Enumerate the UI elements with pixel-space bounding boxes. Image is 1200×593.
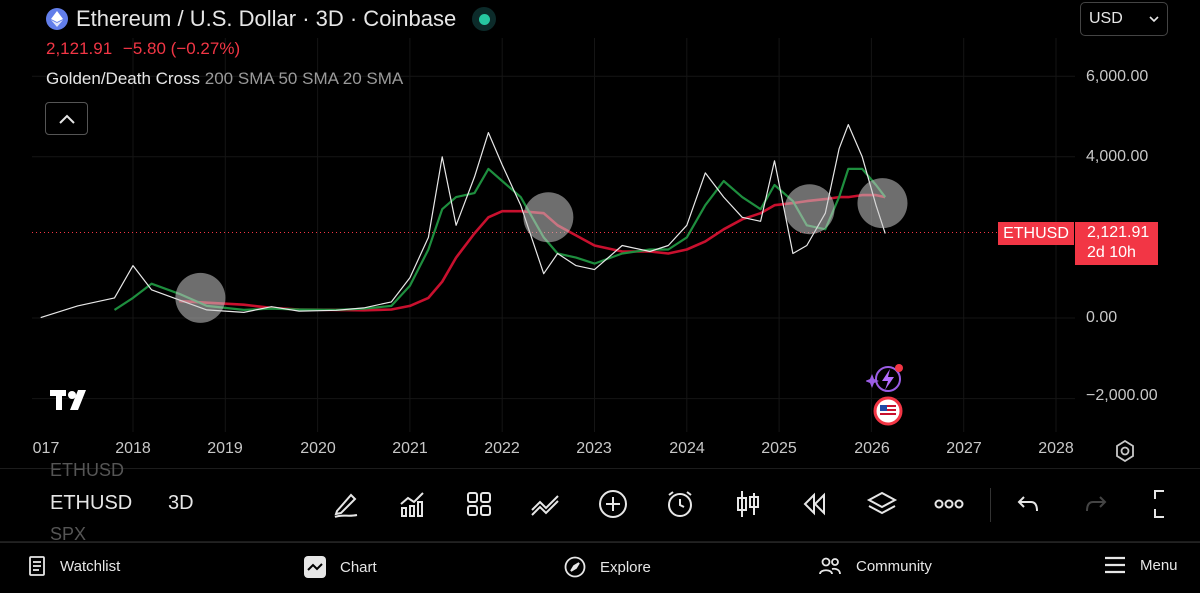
collapse-legend-button[interactable]	[45, 102, 88, 135]
toolbar-divider	[990, 488, 991, 522]
indicator-name: Golden/Death Cross	[46, 69, 201, 88]
alarm-clock-icon[interactable]	[662, 486, 698, 522]
price-change-line: 2,121.91 −5.80 (−0.27%)	[46, 39, 246, 59]
nav-community-label: Community	[856, 557, 932, 575]
nav-menu[interactable]: Menu	[1104, 556, 1178, 574]
ethereum-logo-icon	[46, 8, 68, 30]
add-plus-icon[interactable]	[595, 486, 631, 522]
x-axis-label: 2018	[115, 440, 151, 457]
chart-tab-icon	[304, 556, 326, 578]
nav-watchlist[interactable]: Watchlist	[28, 556, 120, 576]
chevron-down-icon	[1149, 16, 1159, 23]
undo-icon[interactable]	[1010, 486, 1046, 522]
nav-explore-label: Explore	[600, 558, 651, 576]
chevron-up-icon	[58, 114, 75, 124]
x-axis-label: 2027	[946, 440, 982, 457]
ai-assistant-icon[interactable]	[865, 362, 906, 401]
ticker-label: ETHUSD	[998, 222, 1074, 245]
chart-title-text: Ethereum / U.S. Dollar · 3D · Coinbase	[76, 6, 457, 31]
trend-line-icon[interactable]	[528, 486, 564, 522]
compass-icon	[564, 556, 586, 578]
bar-countdown: 2d 10h	[1087, 244, 1136, 261]
market-open-status-icon	[472, 7, 497, 31]
x-axis-label: 2022	[484, 440, 520, 457]
pencil-draw-icon[interactable]	[328, 486, 364, 522]
indicators-icon[interactable]	[394, 486, 430, 522]
cross-highlight-marker[interactable]	[857, 178, 908, 229]
cross-highlight-marker[interactable]	[523, 192, 574, 243]
tradingview-logo-icon	[50, 388, 92, 417]
y-axis-label: 4,000.00	[1086, 148, 1149, 165]
x-axis-label: 2019	[207, 440, 243, 457]
indicator-params: 200 SMA 50 SMA 20 SMA	[204, 69, 404, 88]
currency-select[interactable]: USD	[1080, 2, 1168, 36]
fullscreen-icon[interactable]	[1146, 486, 1182, 522]
price-label: 2,121.91 2d 10h	[1075, 222, 1158, 265]
x-axis-label: 2020	[300, 440, 336, 457]
layouts-grid-icon[interactable]	[461, 486, 497, 522]
indicator-legend[interactable]: Golden/Death Cross 200 SMA 50 SMA 20 SMA	[46, 69, 403, 89]
community-people-icon	[819, 557, 841, 575]
x-axis-label: 2024	[669, 440, 705, 457]
x-axis-label: 2025	[761, 440, 797, 457]
timeframe-selector[interactable]: 3D	[168, 492, 194, 514]
layers-icon[interactable]	[864, 486, 900, 522]
price-line	[40, 124, 886, 319]
us-flag-icon[interactable]	[872, 396, 904, 431]
y-axis-label: 6,000.00	[1086, 68, 1149, 85]
symbol-selector[interactable]: ETHUSD	[50, 492, 133, 514]
nav-watchlist-label: Watchlist	[60, 557, 121, 575]
nav-community[interactable]: Community	[818, 556, 932, 576]
nav-explore[interactable]: Explore	[564, 556, 651, 578]
x-axis-label: 2023	[576, 440, 612, 457]
divider	[0, 468, 1200, 469]
more-options-icon[interactable]	[931, 486, 967, 522]
nav-chart-label: Chart	[340, 558, 377, 576]
replay-rewind-icon[interactable]	[797, 486, 833, 522]
y-axis-label: −2,000.00	[1086, 387, 1158, 404]
x-axis-label: 2028	[1038, 440, 1074, 457]
price-label-value: 2,121.91	[1087, 224, 1150, 241]
redo-icon[interactable]	[1078, 486, 1114, 522]
hamburger-menu-icon	[1105, 556, 1125, 574]
chart-settings-gear-icon[interactable]	[1114, 439, 1136, 467]
sma50-line	[113, 167, 887, 311]
candles-icon[interactable]	[730, 486, 766, 522]
x-axis-label: 2026	[854, 440, 890, 457]
x-axis-label: 2021	[392, 440, 428, 457]
currency-value: USD	[1089, 10, 1123, 27]
x-axis-label: 017	[32, 440, 60, 457]
bottom-navigation	[0, 542, 1200, 593]
chart-title[interactable]: Ethereum / U.S. Dollar · 3D · Coinbase	[46, 6, 497, 32]
symbol-next[interactable]: SPX	[50, 524, 87, 544]
watchlist-icon	[29, 556, 45, 576]
price-change: −5.80 (−0.27%)	[122, 39, 241, 58]
cross-highlight-marker[interactable]	[784, 184, 835, 235]
divider	[0, 541, 1200, 542]
symbol-prev[interactable]: ETHUSD	[50, 460, 125, 480]
nav-menu-label: Menu	[1140, 556, 1178, 574]
price-chart[interactable]	[0, 0, 1200, 470]
y-axis-label: 0.00	[1086, 309, 1118, 326]
last-price: 2,121.91	[46, 39, 113, 58]
cross-highlight-marker[interactable]	[175, 272, 226, 323]
nav-chart[interactable]: Chart	[304, 556, 377, 578]
